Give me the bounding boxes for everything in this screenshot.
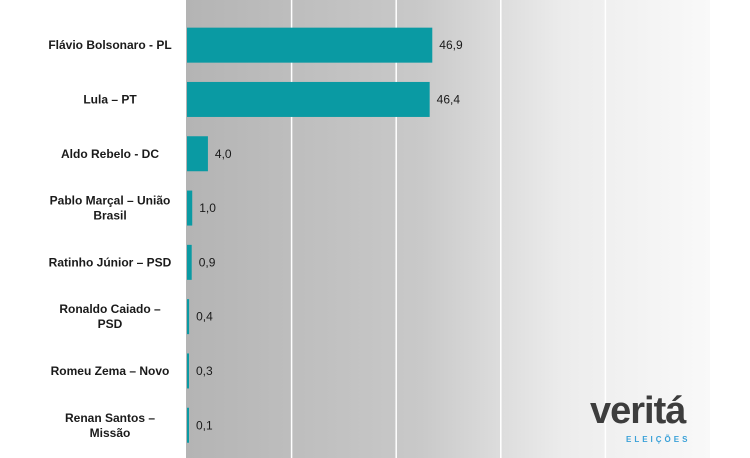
bar: [187, 190, 193, 226]
value-label: 4,0: [215, 147, 232, 161]
bars: [187, 27, 433, 443]
category-label: Renan Santos – Missão: [65, 411, 155, 440]
value-label: 46,4: [437, 92, 461, 106]
value-label: 46,9: [439, 38, 463, 52]
value-label: 0,9: [199, 255, 216, 269]
bar: [187, 244, 192, 280]
category-label: Romeu Zema – Novo: [51, 364, 170, 378]
category-labels: Flávio Bolsonaro - PL Lula – PT Aldo Rebel…: [48, 38, 171, 440]
value-label: 1,0: [199, 201, 216, 215]
value-label: 0,3: [196, 364, 213, 378]
bar: [187, 407, 189, 443]
value-label: 0,4: [196, 310, 213, 324]
category-label: Ronaldo Caiado – PSD: [59, 302, 161, 331]
verita-logo: veritá ELEIÇÕES: [590, 390, 690, 444]
category-label: Pablo Marçal – União Brasil: [50, 194, 171, 223]
gridlines: [290, 0, 607, 458]
bar: [187, 81, 430, 117]
category-label: Lula – PT: [83, 92, 137, 106]
bar: [187, 299, 190, 335]
value-label: 0,1: [196, 418, 213, 432]
category-label: Aldo Rebelo - DC: [61, 147, 159, 161]
bar: [187, 353, 189, 389]
category-label: Ratinho Júnior – PSD: [49, 255, 172, 269]
logo-wordmark: veritá: [590, 390, 687, 432]
value-labels: 46,9 46,4 4,0 1,0 0,9 0,4 0,3 0,1: [196, 38, 463, 432]
category-label: Flávio Bolsonaro - PL: [48, 38, 171, 52]
bar: [187, 136, 208, 172]
logo-subtitle: ELEIÇÕES: [626, 435, 690, 444]
plot-background: [186, 0, 710, 458]
bar: [187, 27, 433, 63]
